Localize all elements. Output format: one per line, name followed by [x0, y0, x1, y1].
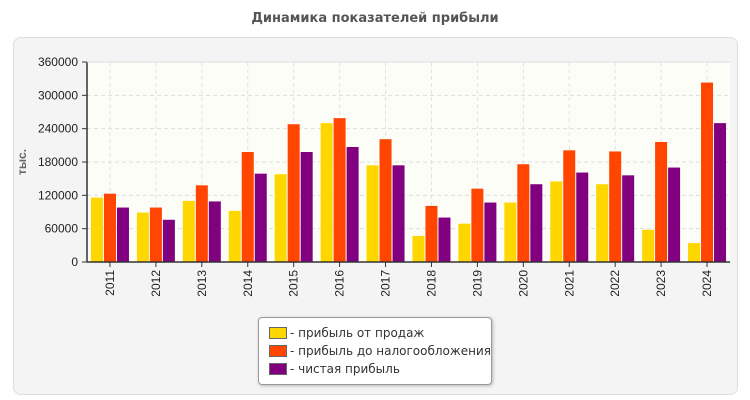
x-tick-label: 2011	[103, 270, 117, 296]
x-tick-label: 2014	[241, 270, 255, 297]
bar	[714, 123, 727, 262]
legend-item-sales: - прибыль от продаж	[269, 324, 491, 342]
bar	[333, 118, 346, 262]
y-tick-label: 180000	[38, 155, 78, 169]
x-tick-label: 2021	[562, 270, 576, 297]
bar	[622, 175, 635, 262]
bar	[287, 124, 300, 262]
bar	[320, 123, 333, 262]
x-tick-label: 2022	[608, 270, 622, 297]
bar	[162, 219, 175, 262]
legend: - прибыль от продаж - прибыль до налогоо…	[258, 317, 492, 385]
legend-item-net: - чистая прибыль	[269, 360, 491, 378]
bar	[195, 185, 208, 262]
bar	[668, 167, 681, 262]
bar	[438, 217, 451, 262]
x-tick-label: 2019	[470, 270, 484, 297]
bar	[609, 151, 622, 262]
x-tick-label: 2024	[700, 270, 714, 297]
x-tick-label: 2020	[516, 270, 530, 297]
bar	[274, 174, 287, 262]
legend-label: - прибыль до налогообложения	[290, 344, 491, 358]
bar	[596, 184, 609, 262]
bar	[458, 223, 471, 262]
y-tick-label: 120000	[38, 188, 78, 202]
bar	[425, 205, 438, 262]
x-tick-label: 2018	[424, 270, 438, 297]
y-tick-label: 360000	[38, 55, 78, 69]
x-tick-label: 2013	[195, 270, 209, 297]
bar	[103, 193, 116, 262]
bar	[412, 235, 425, 262]
bar	[530, 184, 543, 262]
bar	[90, 197, 103, 262]
bar	[576, 172, 589, 262]
bar	[563, 150, 576, 262]
x-tick-label: 2015	[287, 270, 301, 297]
y-tick-label: 240000	[38, 122, 78, 136]
bar	[701, 82, 714, 262]
x-tick-label: 2016	[333, 270, 347, 297]
bar	[208, 201, 221, 262]
bar	[655, 142, 668, 262]
bar	[642, 229, 655, 262]
bar	[182, 200, 195, 262]
bar	[484, 202, 497, 262]
bar	[379, 139, 392, 262]
bar	[149, 207, 162, 262]
x-tick-label: 2023	[654, 270, 668, 297]
bar	[471, 188, 484, 262]
legend-label: - чистая прибыль	[290, 362, 400, 376]
legend-label: - прибыль от продаж	[290, 326, 425, 340]
y-tick-label: 60000	[45, 222, 79, 236]
bar	[504, 202, 517, 262]
bar	[228, 210, 241, 262]
legend-swatch	[269, 363, 287, 375]
bar	[136, 212, 149, 262]
bar	[392, 165, 405, 262]
x-tick-label: 2017	[379, 270, 393, 297]
y-tick-label: 0	[71, 255, 78, 269]
chart-title: Динамика показателей прибыли	[251, 11, 499, 26]
bar	[550, 181, 563, 262]
bar	[517, 164, 530, 262]
bar	[300, 152, 313, 262]
bar	[688, 243, 701, 262]
bar	[241, 152, 254, 262]
x-tick-label: 2012	[149, 270, 163, 297]
legend-swatch	[269, 345, 287, 357]
bar	[254, 173, 267, 262]
y-axis-label: тыс.	[15, 149, 29, 175]
legend-item-pretax: - прибыль до налогообложения	[269, 342, 491, 360]
y-tick-label: 300000	[38, 88, 78, 102]
bar	[366, 165, 379, 262]
legend-swatch	[269, 327, 287, 339]
bar	[346, 147, 359, 262]
bar	[116, 207, 129, 262]
